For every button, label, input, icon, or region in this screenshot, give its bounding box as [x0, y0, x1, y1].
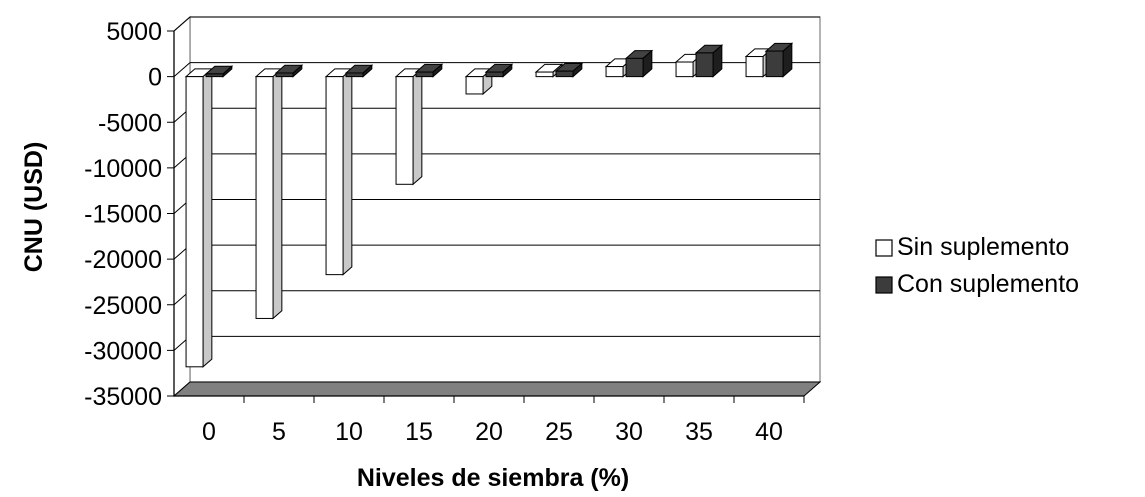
y-axis-title: CNU (USD): [20, 142, 48, 273]
x-tick-label: 5: [272, 418, 286, 446]
bar-front: [745, 56, 764, 78]
bar-side: [342, 67, 353, 276]
bar-front: [535, 71, 554, 78]
y-tick-label: -10000: [84, 155, 162, 183]
bar-side: [272, 67, 283, 320]
x-axis-title: Niveles de siembra (%): [357, 464, 629, 492]
legend-items: Sin suplemento Con suplemento: [875, 233, 1079, 298]
legend-box: [870, 223, 1142, 298]
legend-swatch: [875, 276, 893, 294]
x-tick-label: 20: [475, 418, 503, 446]
bar-con-suplemento-25: [554, 62, 584, 78]
bar-con-suplemento-15: [414, 63, 444, 78]
bar-sin-suplemento-10: [324, 67, 354, 276]
bar-side: [412, 67, 423, 186]
legend-swatch: [875, 239, 893, 257]
y-tick-label: -20000: [84, 246, 162, 274]
x-tick-label: 0: [202, 418, 216, 446]
bar-front: [605, 66, 624, 78]
legend-label: Sin suplemento: [897, 233, 1069, 261]
bar-con-suplemento-40: [764, 42, 794, 78]
bar-sin-suplemento-15: [394, 67, 424, 186]
bar-con-suplemento-20: [484, 63, 514, 78]
bar-side: [202, 67, 213, 368]
y-tick-label: 5000: [106, 18, 162, 46]
y-tick-label: -15000: [84, 201, 162, 229]
gridline-side: [173, 16, 191, 32]
bar-front: [275, 72, 294, 78]
x-axis-ticks: 0 5 10 15 20 25 30 35 40: [202, 396, 805, 446]
x-tick-label: 40: [755, 418, 783, 446]
bar-front: [675, 61, 694, 78]
bar-front: [415, 71, 434, 78]
floor: [172, 381, 822, 397]
bar-front: [205, 73, 224, 78]
x-tick-label: 30: [615, 418, 643, 446]
bar-front: [625, 57, 644, 78]
bar-front: [185, 76, 204, 368]
bar-front: [345, 72, 364, 78]
bar-con-suplemento-30: [624, 49, 654, 78]
bar-sin-suplemento-0: [184, 67, 214, 368]
bar-con-suplemento-10: [344, 64, 374, 78]
bar-con-suplemento-5: [274, 64, 304, 78]
x-tick-label: 10: [335, 418, 363, 446]
x-tick-label: 25: [545, 418, 573, 446]
bar-sin-suplemento-5: [254, 67, 284, 320]
legend: Sin suplemento Con suplemento: [870, 223, 1142, 298]
bar-front: [765, 50, 784, 78]
gridline-side: [173, 62, 191, 78]
y-tick-label: -25000: [84, 292, 162, 320]
y-tick-label: 0: [148, 64, 162, 92]
y-tick-label: -5000: [98, 109, 162, 137]
x-tick-label: 35: [685, 418, 713, 446]
bar-con-suplemento-0: [204, 65, 234, 78]
bars: [184, 42, 794, 368]
y-tick-label: -35000: [84, 383, 162, 411]
bar-front: [255, 76, 274, 319]
x-tick-label: 15: [405, 418, 433, 446]
bar-front: [395, 76, 414, 185]
legend-label: Con suplemento: [897, 270, 1079, 298]
bar-front: [695, 52, 714, 78]
bar-front: [325, 76, 344, 276]
bar-front: [555, 70, 574, 78]
y-tick-label: -30000: [84, 337, 162, 365]
bar-front: [465, 76, 484, 95]
bar-front: [485, 71, 504, 78]
bar-con-suplemento-35: [694, 44, 724, 78]
y-axis-ticks: 5000 0 -5000 -10000 -15000 -20000 -25000 -30000…: [84, 18, 174, 411]
